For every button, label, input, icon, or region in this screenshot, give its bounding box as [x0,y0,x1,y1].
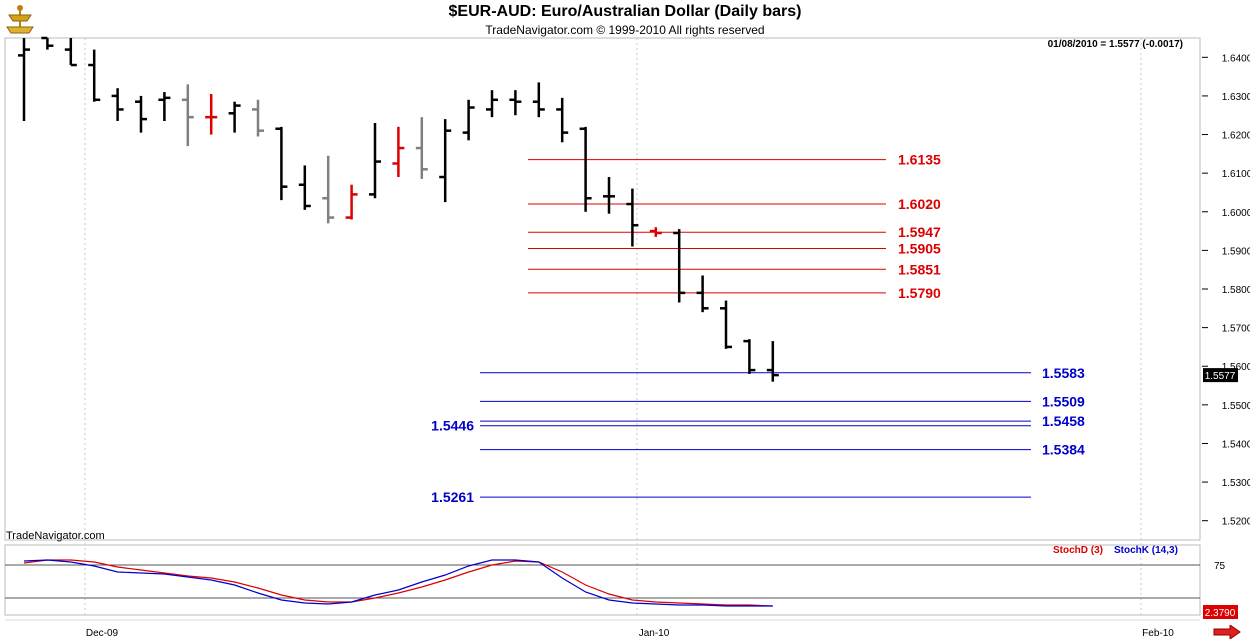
last-quote-text: 01/08/2010 = 1.5577 (-0.0017) [1048,39,1183,50]
support-level-label: 1.5458 [1042,413,1085,429]
support-level-label: 1.5446 [431,418,474,434]
ohlc-bar [111,88,124,122]
resistance-level-label: 1.5790 [898,285,941,301]
ohlc-bar [275,126,288,201]
ohlc-bar [603,177,615,214]
stochk-line [23,559,773,607]
price-tick-label: 1.5200 [1222,517,1250,528]
ohlc-bar [322,155,335,224]
ohlc-bar [696,275,709,313]
stochd-line [23,559,773,607]
price-tick-label: 1.5700 [1222,324,1250,335]
oscillator-tick-label: 75 [1214,561,1226,572]
trade-navigator-logo-icon[interactable] [3,3,37,37]
chart-title: $EUR-AUD: Euro/Australian Dollar (Daily … [448,3,802,20]
chart-copyright: TradeNavigator.com © 1999-2010 All right… [485,23,765,37]
ohlc-bar [579,126,592,212]
support-level-label: 1.5384 [1042,442,1085,458]
ohlc-bar [462,99,475,141]
price-tick-label: 1.5900 [1222,246,1250,257]
ohlc-bar [486,90,498,118]
support-level-label: 1.5509 [1042,393,1085,409]
ohlc-bar [41,36,54,50]
date-tick-label: Dec-09 [86,628,119,639]
date-tick-label: Feb-10 [1142,628,1174,639]
ohlc-bar [18,38,30,122]
ohlc-bar [88,49,101,102]
ohlc-bar [345,184,358,220]
ohlc-bar [298,165,311,210]
ohlc-bar [228,101,241,133]
resistance-level-label: 1.6020 [898,196,941,212]
scroll-right-arrow-icon[interactable] [1212,625,1242,639]
watermark-text: TradeNavigator.com [6,530,105,542]
support-level-label: 1.5261 [431,489,474,505]
price-tick-label: 1.6000 [1222,208,1250,219]
stochk-legend-label: StochK (14,3) [1114,545,1178,556]
ohlc-bar [720,300,732,349]
price-tick-label: 1.5500 [1222,401,1250,412]
ohlc-bar [369,122,381,199]
price-plot-frame [4,37,1201,541]
price-tick-label: 1.5400 [1222,439,1250,450]
ohlc-bar [415,117,428,179]
ohlc-bar [158,92,171,122]
oscillator-plot-frame [4,544,1201,616]
price-tick-label: 1.6200 [1222,131,1250,142]
ohlc-bar [556,97,569,143]
resistance-level-label: 1.6135 [898,152,941,168]
price-tick-label: 1.6400 [1222,53,1250,64]
ohlc-bar [649,227,662,237]
last-price-label: 1.5577 [1205,371,1236,382]
resistance-level-label: 1.5905 [898,240,941,256]
ohlc-bar [135,95,147,133]
ohlc-bar [439,119,452,203]
ohlc-bar [252,99,264,137]
last-price-box [1203,368,1238,383]
resistance-level-label: 1.5851 [898,261,941,277]
ohlc-bar [626,188,639,247]
ohlc-bar [205,93,218,135]
ohlc-bar [743,339,756,374]
stochd-legend-label: StochD (3) [1053,545,1103,556]
price-tick-label: 1.5800 [1222,285,1250,296]
price-tick-label: 1.6300 [1222,92,1250,103]
support-level-label: 1.5583 [1042,365,1085,381]
ohlc-bar [392,126,405,178]
ohlc-bar [532,82,545,118]
ohlc-bar [64,38,77,67]
oscillator-last-value-label: 2.3790 [1205,608,1236,619]
resistance-level-label: 1.5947 [898,224,941,240]
ohlc-bar [181,84,194,147]
price-tick-label: 1.5300 [1222,478,1250,489]
ohlc-bar [673,229,686,303]
price-tick-label: 1.6100 [1222,169,1250,180]
oscillator-last-value-box [1203,605,1238,619]
price-tick-label: 1.5600 [1222,362,1250,373]
date-tick-label: Jan-10 [639,628,670,639]
ohlc-bar [509,90,522,116]
ohlc-bar [766,341,779,382]
